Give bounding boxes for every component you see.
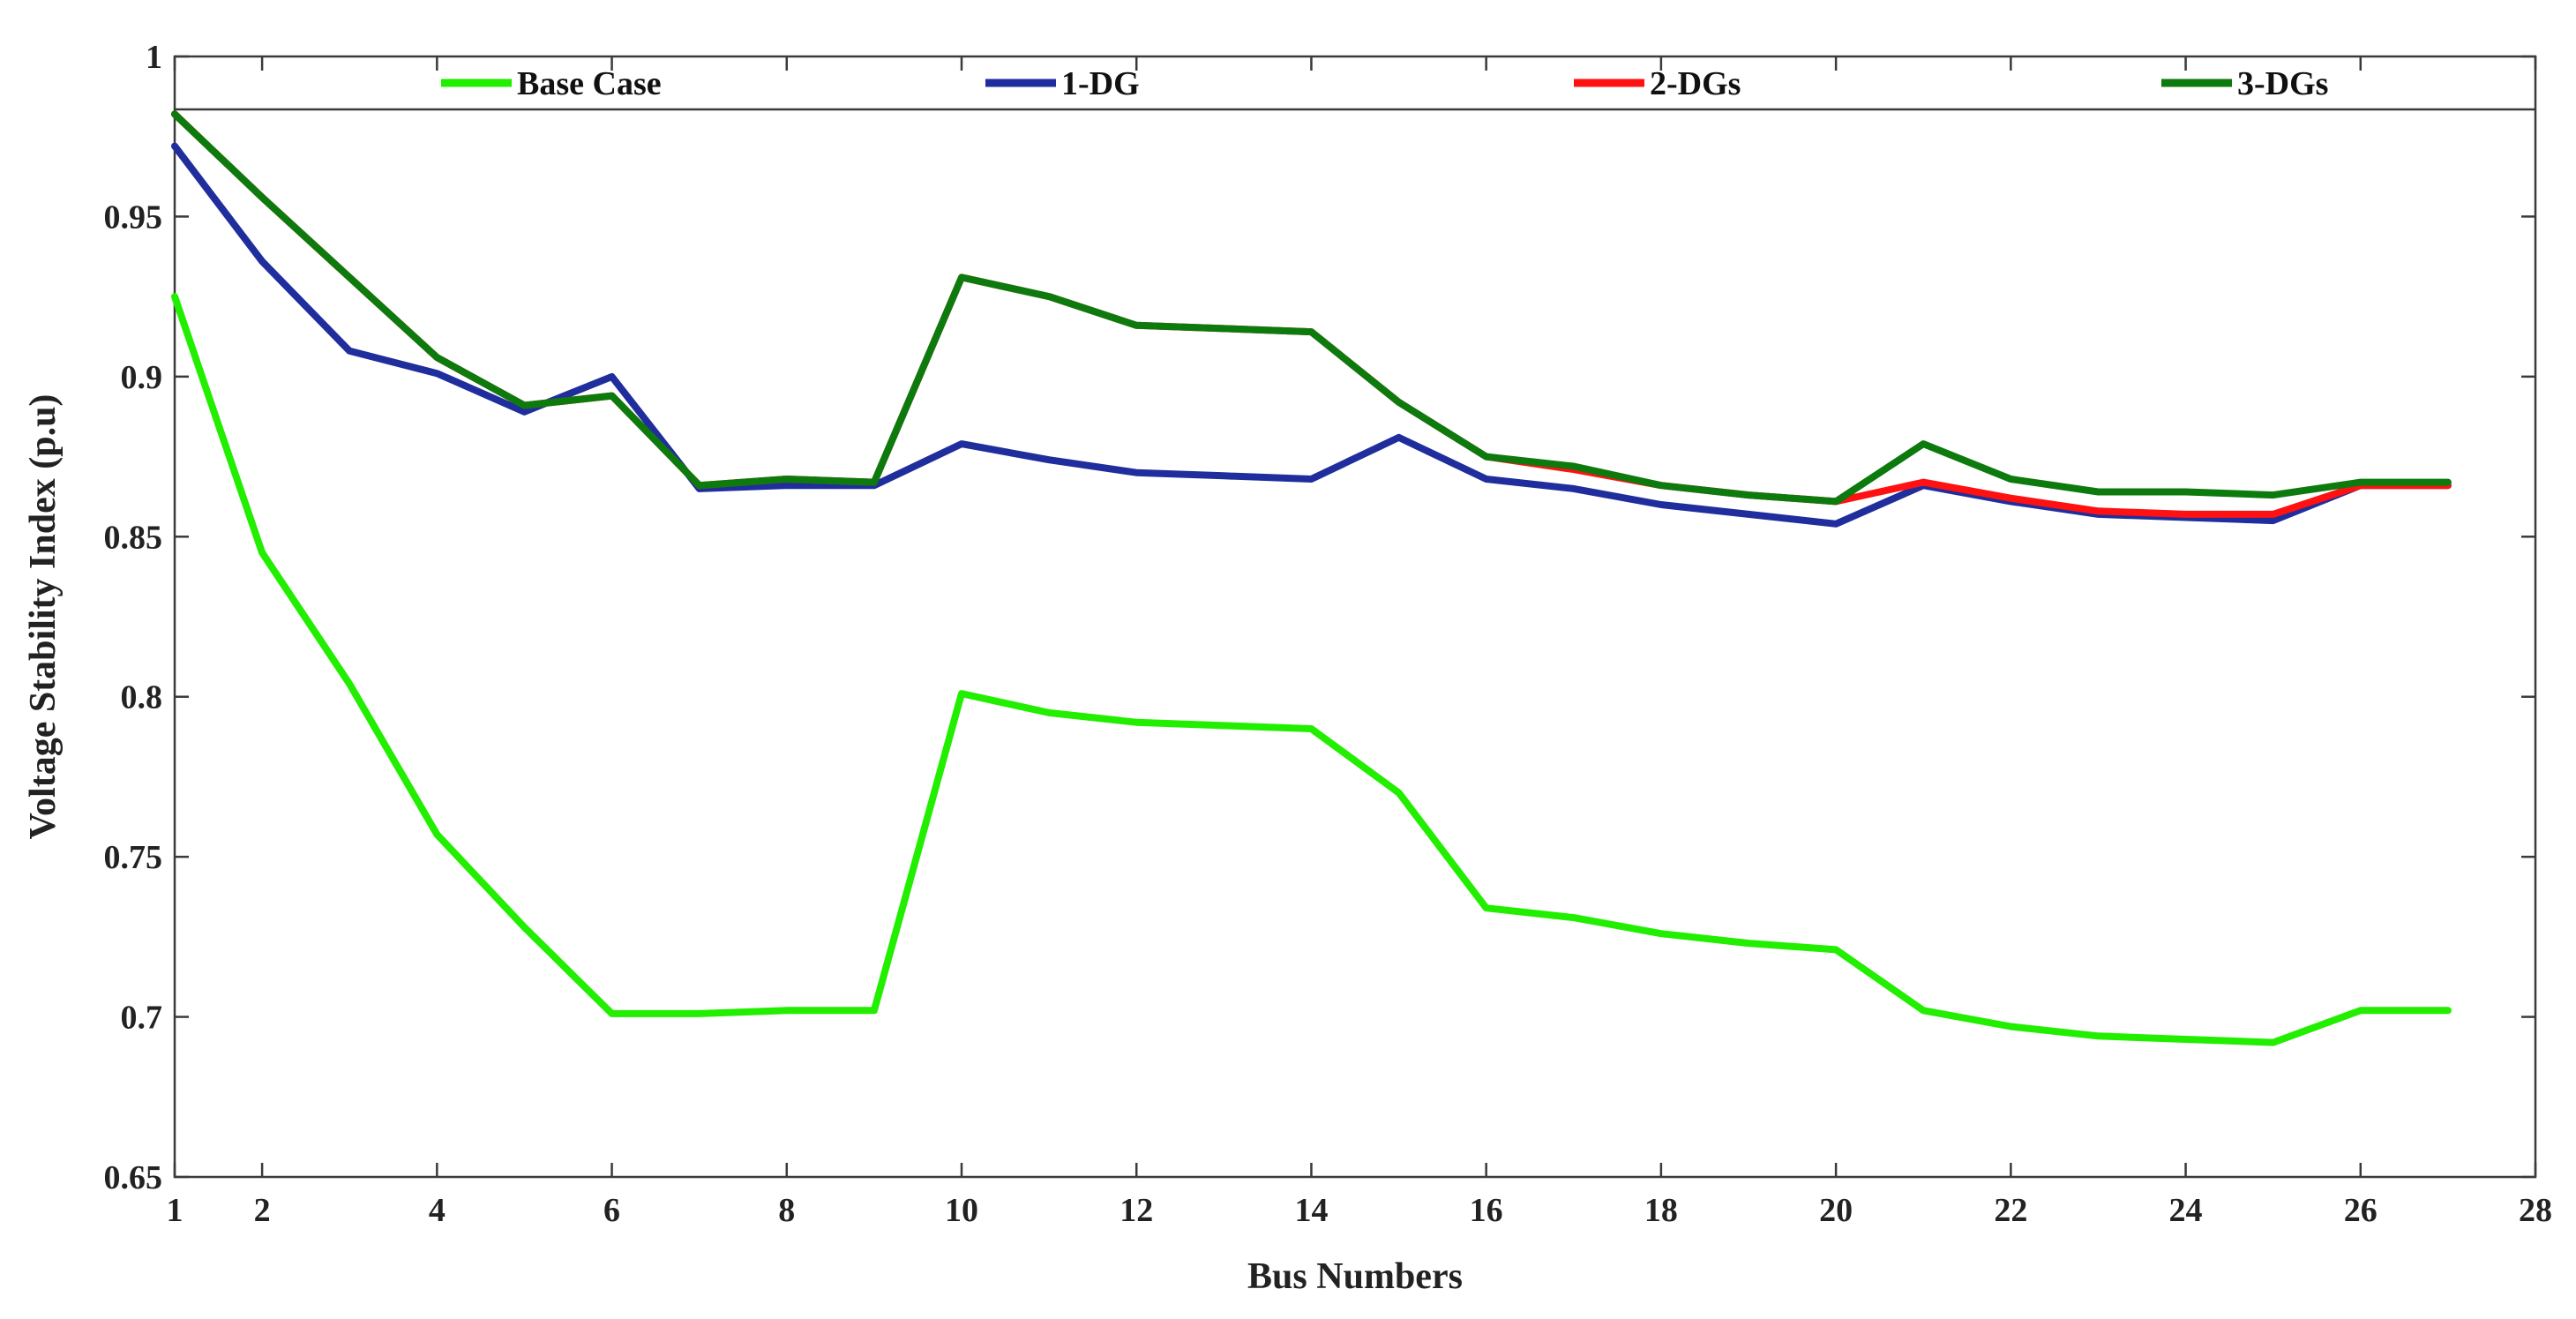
x-tick-label-28: 28	[2519, 1192, 2552, 1229]
x-tick-label-8: 8	[778, 1192, 795, 1229]
x-axis-title: Bus Numbers	[1247, 1256, 1463, 1297]
x-tick-label-26: 26	[2344, 1192, 2378, 1229]
y-tick-label-0-95: 0.95	[104, 199, 163, 236]
x-tick-label-10: 10	[945, 1192, 978, 1229]
legend: Base Case 1-DG 2-DGs 3-DGs	[441, 65, 2328, 102]
series-line-2-dgs	[171, 110, 2452, 518]
y-tick-label-0-9: 0.9	[121, 359, 163, 396]
x-tick-label-20: 20	[1819, 1192, 1853, 1229]
x-tick-label-6: 6	[603, 1192, 620, 1229]
x-tick-label-14: 14	[1294, 1192, 1328, 1229]
legend-label-2-dgs: 2-DGs	[1650, 65, 1741, 102]
legend-label-base-case: Base Case	[517, 65, 662, 102]
x-tick-label-4: 4	[429, 1192, 446, 1229]
y-tick-label-0-85: 0.85	[104, 519, 163, 556]
x-tick-label-12: 12	[1120, 1192, 1153, 1229]
y-tick-label-0-75: 0.75	[104, 839, 163, 876]
y-tick-label-0-65: 0.65	[104, 1159, 163, 1196]
x-tick-label-22: 22	[1994, 1192, 2027, 1229]
y-tick-label-0-7: 0.7	[121, 1000, 163, 1037]
legend-label-1-dg: 1-DG	[1061, 65, 1140, 102]
y-tick-label-1: 1	[146, 39, 162, 76]
x-tick-label-2: 2	[254, 1192, 271, 1229]
x-tick-label-18: 18	[1644, 1192, 1678, 1229]
x-tick-label-24: 24	[2169, 1192, 2203, 1229]
series-line-3-dgs	[171, 110, 2452, 506]
y-axis-title: Voltage Stability Index (p.u)	[23, 394, 64, 840]
legend-label-3-dgs: 3-DGs	[2237, 65, 2328, 102]
series-line-base-case	[171, 293, 2452, 1046]
x-tick-label-16: 16	[1470, 1192, 1503, 1229]
x-tick-label-1: 1	[167, 1192, 183, 1229]
tick-layer: 1 2 4 6 8 10 12 14 16 18 20 22 24 26 280.650.70.750.80…	[104, 39, 2553, 1229]
plot-frame	[173, 55, 2537, 1179]
series-layer	[171, 110, 2452, 1046]
y-tick-label-0-8: 0.8	[121, 679, 163, 716]
